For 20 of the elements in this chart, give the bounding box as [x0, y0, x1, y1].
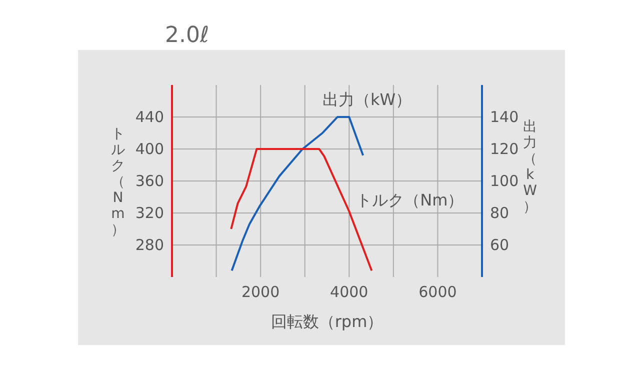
y-tick-label: 280 [135, 236, 164, 254]
y-axis-title: トルク（Nm） [111, 126, 125, 238]
x-axis-title: 回転数（rpm） [270, 312, 384, 331]
series-label: トルク（Nm） [356, 190, 464, 210]
y-tick-label: 440 [135, 108, 164, 126]
y-tick-label: 360 [135, 172, 164, 190]
y2-tick-label: 60 [490, 236, 510, 254]
y2-tick-label: 120 [490, 140, 519, 158]
y2-tick-label: 80 [490, 204, 510, 222]
y2-tick-label: 100 [490, 172, 519, 190]
line-series [230, 148, 373, 272]
chart-title: 2.0ℓ [165, 23, 210, 48]
y2-tick-label: 140 [490, 108, 519, 126]
y-tick-label: 320 [135, 204, 164, 222]
series-label: 出力（kW） [322, 90, 412, 109]
y-tick-label: 400 [135, 140, 164, 158]
y2-axis-title: 出力（kW） [523, 119, 538, 215]
x-tick-label: 2000 [241, 283, 280, 301]
x-tick-label: 6000 [418, 283, 457, 301]
x-tick-label: 4000 [330, 283, 368, 301]
